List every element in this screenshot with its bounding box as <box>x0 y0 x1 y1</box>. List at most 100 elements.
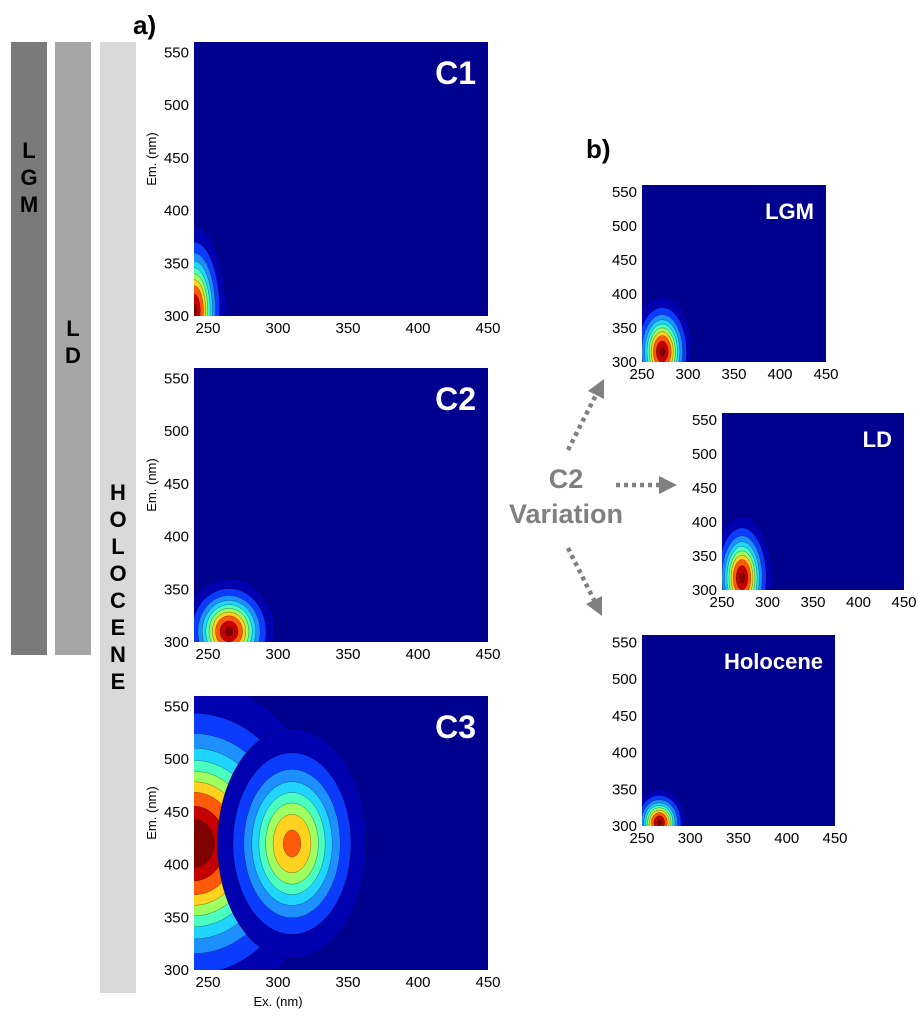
period-bar-letter: O <box>109 561 126 586</box>
y-axis-title: Em. (nm) <box>144 132 159 185</box>
y-tick-label: 550 <box>164 371 189 388</box>
x-tick-label: 350 <box>800 594 825 611</box>
y-axis-title: Em. (nm) <box>144 458 159 511</box>
contour-levels <box>722 515 773 590</box>
chart-title: LD <box>863 427 892 452</box>
eem-chart-c1: C1 300 350 400 450 500 550 250 300 350 400 450 Em. (… <box>144 42 501 337</box>
period-bar-lgm <box>11 42 47 655</box>
y-tick-label: 400 <box>164 203 189 220</box>
y-tick-label: 400 <box>612 745 637 762</box>
y-tick-label: 350 <box>164 909 189 926</box>
y-tick-label: 500 <box>612 671 637 688</box>
y-tick-label: 500 <box>164 97 189 114</box>
period-bar-letter: H <box>110 480 126 505</box>
x-tick-label: 300 <box>755 594 780 611</box>
x-tick-label: 300 <box>265 320 290 337</box>
y-tick-label: 350 <box>692 548 717 565</box>
y-tick-label: 350 <box>164 255 189 272</box>
eem-chart-c3: C3 300 350 400 450 500 550 250 300 350 400 450 Em. (… <box>144 696 501 1009</box>
period-bar-letter: D <box>65 343 81 368</box>
y-tick-label: 400 <box>612 286 637 303</box>
eem-chart-c2: C2 300 350 400 450 500 550 250 300 350 400 450 Em. (… <box>144 368 501 663</box>
period-bar-letter: E <box>111 669 126 694</box>
period-bar-letter: L <box>66 316 79 341</box>
y-tick-label: 500 <box>692 446 717 463</box>
x-tick-label: 450 <box>891 594 916 611</box>
x-tick-label: 400 <box>405 646 430 663</box>
contour-levels <box>642 788 687 826</box>
x-tick-label: 350 <box>335 646 360 663</box>
x-tick-label: 350 <box>721 366 746 383</box>
plot-area <box>194 42 488 316</box>
period-bar-holocene <box>100 42 136 993</box>
panel-label-a: a) <box>133 10 156 40</box>
contour-peak-2-level-8 <box>282 829 302 858</box>
c2-variation-label: C2 Variation <box>509 464 623 529</box>
y-axis-title: Em. (nm) <box>144 786 159 839</box>
x-tick-label: 250 <box>629 830 654 847</box>
y-tick-label: 300 <box>612 354 637 371</box>
y-tick-label: 450 <box>164 804 189 821</box>
variation-line-1: C2 <box>549 464 584 494</box>
y-tick-label: 300 <box>612 818 637 835</box>
x-tick-label: 400 <box>767 366 792 383</box>
y-tick-label: 550 <box>164 699 189 716</box>
period-bar-letter: L <box>111 534 124 559</box>
y-tick-label: 500 <box>164 423 189 440</box>
y-tick-label: 450 <box>692 480 717 497</box>
x-tick-label: 250 <box>195 974 220 991</box>
x-tick-label: 250 <box>629 366 654 383</box>
contour-levels <box>642 296 693 362</box>
y-tick-label: 450 <box>164 476 189 493</box>
y-tick-label: 450 <box>164 150 189 167</box>
contour-peak-1-level-10 <box>656 819 662 826</box>
contour-peak-1-level-10 <box>659 347 665 357</box>
x-tick-label: 450 <box>822 830 847 847</box>
x-tick-label: 300 <box>265 646 290 663</box>
y-tick-label: 550 <box>612 634 637 651</box>
arrow-to-holocene <box>565 546 603 617</box>
period-bar-letter: N <box>110 642 126 667</box>
chart-title: C3 <box>435 709 476 745</box>
x-tick-label: 400 <box>846 594 871 611</box>
x-tick-label: 450 <box>475 646 500 663</box>
plot-area <box>642 635 835 826</box>
y-tick-label: 400 <box>692 514 717 531</box>
y-tick-label: 450 <box>612 708 637 725</box>
x-tick-label: 450 <box>813 366 838 383</box>
x-tick-label: 400 <box>405 320 430 337</box>
arrow-to-lgm <box>565 378 605 452</box>
contour-peak-1-level-10 <box>194 303 197 316</box>
y-tick-label: 350 <box>612 320 637 337</box>
contour-levels <box>194 696 367 970</box>
x-tick-label: 250 <box>195 646 220 663</box>
y-tick-label: 300 <box>164 962 189 979</box>
x-tick-label: 350 <box>335 320 360 337</box>
period-bar-letter: O <box>109 507 126 532</box>
y-tick-label: 400 <box>164 857 189 874</box>
y-tick-label: 300 <box>164 308 189 325</box>
period-bar-letter: C <box>110 588 126 613</box>
variation-line-2: Variation <box>509 499 623 529</box>
period-bar-letter: M <box>20 192 38 217</box>
x-tick-label: 400 <box>774 830 799 847</box>
x-tick-label: 450 <box>475 320 500 337</box>
x-tick-label: 250 <box>195 320 220 337</box>
y-tick-label: 550 <box>692 412 717 429</box>
period-bar-letter: G <box>20 165 37 190</box>
period-bar-letter: E <box>111 615 126 640</box>
panel-label-b: b) <box>586 134 611 164</box>
chart-title: LGM <box>765 199 814 224</box>
y-tick-label: 500 <box>164 751 189 768</box>
y-tick-label: 350 <box>164 581 189 598</box>
contour-levels <box>194 225 226 316</box>
chart-title: Holocene <box>724 649 823 674</box>
contour-peak-1-level-10 <box>194 819 215 868</box>
contour-peak-1-level-10 <box>224 626 234 637</box>
